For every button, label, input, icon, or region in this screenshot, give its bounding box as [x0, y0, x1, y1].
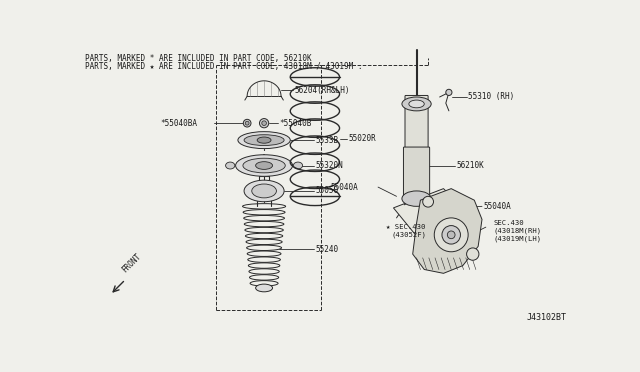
Circle shape	[435, 218, 468, 252]
Text: FRONT: FRONT	[120, 251, 143, 274]
Ellipse shape	[243, 158, 285, 173]
Circle shape	[245, 121, 249, 125]
Circle shape	[447, 231, 455, 239]
Ellipse shape	[255, 284, 273, 292]
Circle shape	[259, 119, 269, 128]
Text: 55050: 55050	[316, 186, 339, 195]
Text: PARTS, MARKED * ARE INCLUDED IN PART CODE, 56210K: PARTS, MARKED * ARE INCLUDED IN PART COD…	[86, 54, 312, 63]
Ellipse shape	[402, 97, 431, 111]
Ellipse shape	[257, 137, 271, 143]
Ellipse shape	[238, 132, 291, 148]
Ellipse shape	[225, 162, 235, 169]
FancyBboxPatch shape	[403, 147, 429, 197]
Circle shape	[262, 121, 266, 125]
Text: 56210K: 56210K	[456, 161, 484, 170]
Ellipse shape	[409, 100, 424, 108]
Text: 55240: 55240	[316, 245, 339, 254]
Polygon shape	[394, 189, 478, 250]
Circle shape	[446, 89, 452, 96]
Text: (43052F): (43052F)	[392, 232, 427, 238]
Ellipse shape	[428, 205, 433, 214]
Text: 56204(RH&LH): 56204(RH&LH)	[294, 86, 349, 94]
Circle shape	[467, 248, 479, 260]
FancyBboxPatch shape	[405, 96, 428, 148]
Polygon shape	[413, 189, 482, 273]
Text: J43102BT: J43102BT	[527, 313, 566, 322]
Ellipse shape	[244, 180, 284, 202]
Ellipse shape	[244, 135, 284, 145]
Text: 55040A: 55040A	[484, 202, 511, 211]
Ellipse shape	[252, 184, 276, 198]
Text: ★ SEC.430: ★ SEC.430	[386, 224, 425, 230]
Ellipse shape	[236, 155, 292, 176]
Text: 55310 (RH): 55310 (RH)	[468, 93, 515, 102]
Text: (43019M(LH): (43019M(LH)	[493, 235, 541, 242]
Text: PARTS, MARKED ★ ARE INCLUDED IN PART CODE, 43018M / 43019M .: PARTS, MARKED ★ ARE INCLUDED IN PART COD…	[86, 62, 363, 71]
Ellipse shape	[293, 162, 303, 169]
Circle shape	[422, 196, 433, 207]
Ellipse shape	[402, 191, 431, 206]
Text: 55020R: 55020R	[349, 134, 376, 143]
Text: *55040B: *55040B	[280, 119, 312, 128]
Text: 55040A: 55040A	[330, 183, 358, 192]
Text: SEC.430: SEC.430	[493, 220, 524, 226]
Circle shape	[442, 225, 460, 244]
Circle shape	[243, 119, 251, 127]
Text: (43018M(RH): (43018M(RH)	[493, 228, 541, 234]
Ellipse shape	[255, 162, 273, 169]
Text: 5533B: 5533B	[316, 136, 339, 145]
Text: *55040BA: *55040BA	[160, 119, 197, 128]
Text: 55320N: 55320N	[316, 161, 344, 170]
